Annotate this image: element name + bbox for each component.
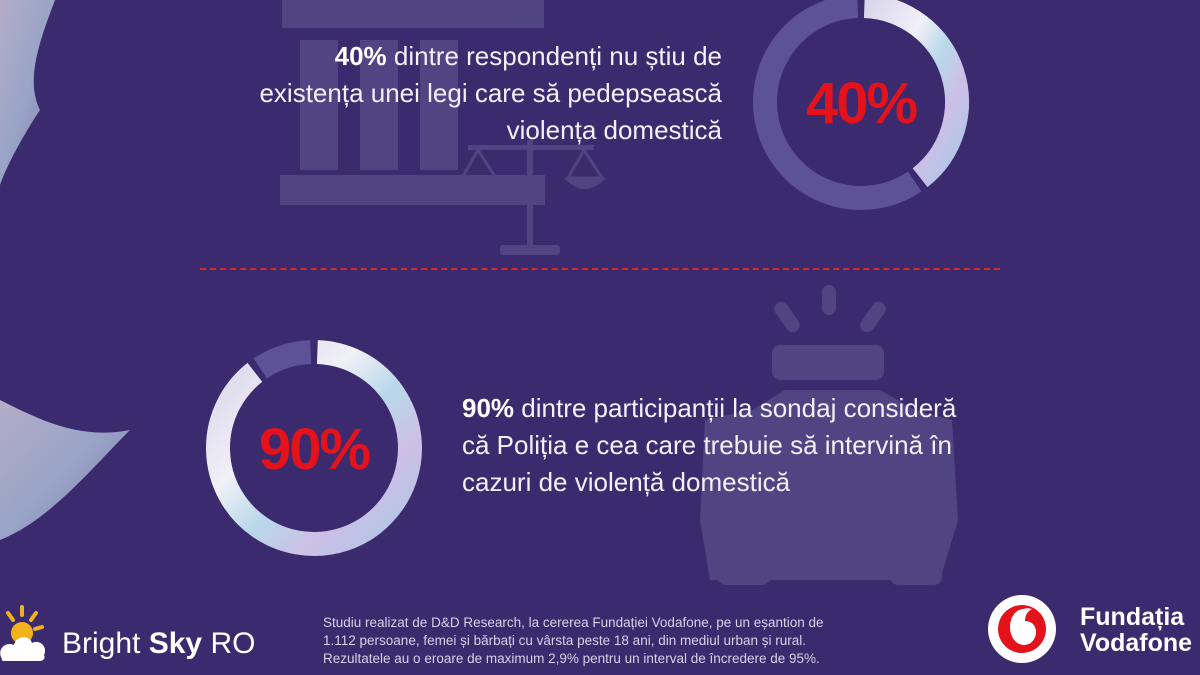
- stat2-line2: că Poliția e cea care trebuie să intervi…: [462, 430, 952, 460]
- donut-remainder-segment: [753, 0, 922, 210]
- stat1-text: 40% dintre respondenți nu știu de existe…: [200, 38, 722, 149]
- stat1-line1: 40% dintre respondenți nu știu de: [334, 41, 722, 71]
- bright-sky-wordmark: Bright Sky RO: [62, 627, 256, 660]
- stat2-text: 90% dintre participanții la sondaj consi…: [462, 390, 1022, 501]
- stat2-bold: 90%: [462, 393, 515, 423]
- silhouette-shape: [0, 0, 55, 185]
- fundatia-vodafone-wordmark: Fundația Vodafone: [1080, 604, 1192, 656]
- police-car-icon: [700, 285, 958, 585]
- donut-remainder-segment: [253, 340, 312, 379]
- footnote-line1: Studiu realizat de D&D Research, la cere…: [323, 615, 824, 630]
- stat2-line1: 90% dintre participanții la sondaj consi…: [462, 393, 957, 423]
- donut-highlight-segment: [863, 0, 969, 188]
- scales-of-justice-icon: [280, 0, 606, 255]
- footnote: Studiu realizat de D&D Research, la cere…: [323, 614, 883, 668]
- section-divider: [200, 268, 1000, 270]
- fundatia-vodafone-line2: Vodafone: [1080, 629, 1193, 657]
- vodafone-logo-icon: [988, 595, 1056, 663]
- stat1-bold: 40%: [334, 41, 387, 71]
- bright-sky-logo-icon: [0, 605, 46, 661]
- silhouette-shape-lower: [0, 400, 130, 540]
- stat1-line2: existența unei legi care să pedepsească: [259, 78, 722, 108]
- stat2-line3: cazuri de violență domestică: [462, 467, 791, 497]
- footnote-line2: 1.112 persoane, femei și bărbați cu vârs…: [323, 633, 807, 648]
- stat1-line3: violența domestică: [506, 115, 722, 145]
- fundatia-vodafone-line1: Fundația: [1080, 603, 1185, 631]
- donut-center-label: 40%: [806, 71, 918, 136]
- bright-sky-logo: Bright Sky RO: [0, 603, 260, 663]
- donut-chart-90: 90%: [206, 340, 422, 556]
- donut-center-label: 90%: [259, 417, 371, 482]
- footnote-line3: Rezultatele au o eroare de maximum 2,9% …: [323, 651, 820, 666]
- donut-chart-40: 40%: [753, 0, 969, 210]
- donut-highlight-segment: [206, 340, 422, 556]
